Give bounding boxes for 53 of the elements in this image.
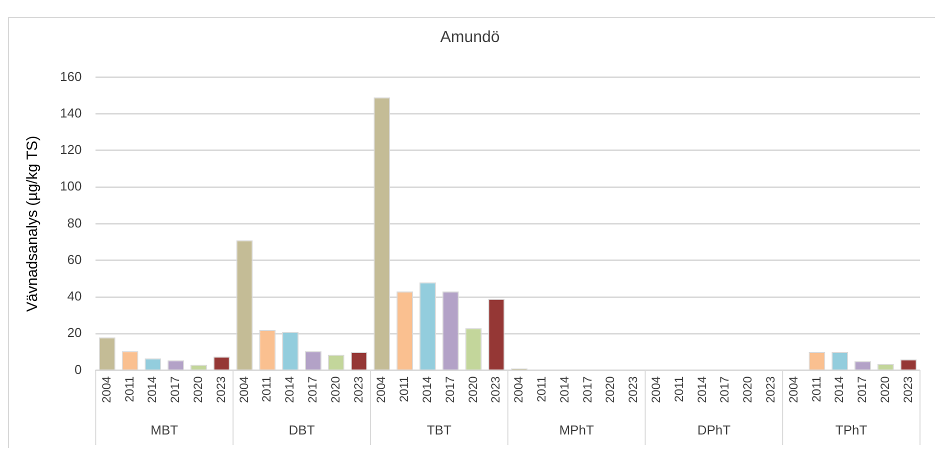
x-tick-label: 2004 (374, 376, 388, 404)
x-tick-label: 2004 (236, 376, 251, 404)
text: MBT (150, 422, 178, 438)
y-tick-label: 40 (67, 288, 82, 304)
x-tick-label: 2004 (99, 376, 114, 404)
x-tick-label: 2023 (214, 376, 228, 404)
y-tick-label: 60 (67, 252, 82, 267)
x-tick-label: 2023 (351, 376, 366, 404)
x-tick-label: 2017 (580, 376, 594, 404)
x-tick-label: 2011 (260, 376, 274, 402)
text: TBT (426, 422, 452, 438)
x-tick-label: 2023 (488, 376, 503, 404)
x-tick-label: 2011 (672, 376, 686, 402)
x-tick-label: 2017 (306, 376, 320, 404)
chart-title: Amundö (440, 29, 500, 46)
y-tick-label: 20 (67, 325, 82, 340)
x-tick-label: 2020 (878, 376, 892, 404)
text: DPhT (697, 422, 731, 438)
x-tick-label: 2014 (145, 376, 160, 404)
y-axis-title: Vävnadsanalys (µg/kg TS) (24, 136, 42, 312)
x-tick-label: 2014 (694, 376, 709, 404)
x-tick-label: 2011 (534, 376, 549, 402)
x-tick-label: 2020 (328, 376, 342, 404)
y-tick-label: 160 (60, 68, 82, 84)
x-tick-label: 2020 (740, 376, 755, 404)
x-tick-label: 2017 (855, 376, 870, 404)
text: DBT (288, 422, 315, 438)
y-tick-label: 120 (60, 142, 82, 158)
x-tick-label: 2017 (442, 376, 457, 404)
x-tick-label: 2011 (397, 376, 412, 402)
x-tick-label: 2014 (420, 376, 434, 404)
x-tick-label: 2004 (512, 376, 526, 404)
x-tick-label: 2017 (168, 376, 182, 404)
x-tick-label: 2011 (122, 376, 136, 402)
y-tick-label: 140 (60, 105, 82, 120)
x-tick-label: 2020 (466, 376, 480, 404)
x-tick-label: 2023 (900, 376, 915, 404)
y-tick-label: 80 (67, 215, 82, 230)
text: TPhT (835, 422, 868, 438)
x-tick-label: 2014 (557, 376, 572, 404)
x-tick-label: 2017 (718, 376, 732, 404)
y-tick-label: 0 (74, 362, 82, 377)
text: MPhT (559, 422, 594, 438)
y-tick-label: 100 (60, 178, 82, 194)
x-tick-label: 2023 (626, 376, 640, 404)
x-tick-label: 2011 (809, 376, 824, 402)
x-tick-label: 2023 (763, 376, 778, 404)
x-tick-label: 2014 (832, 376, 846, 404)
x-tick-label: 2020 (191, 376, 206, 404)
x-tick-label: 2004 (648, 376, 663, 404)
x-tick-label: 2020 (603, 376, 618, 404)
x-tick-label: 2014 (282, 376, 297, 404)
x-tick-label: 2004 (786, 376, 800, 404)
